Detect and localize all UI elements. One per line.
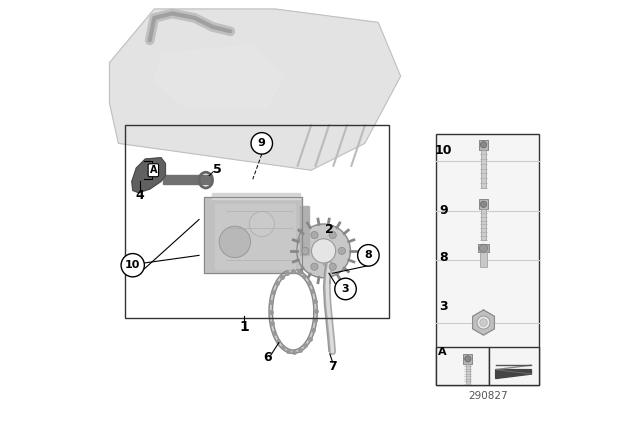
Circle shape [312,239,336,263]
Bar [463,354,472,364]
Bar [490,347,539,385]
Circle shape [251,133,273,154]
Circle shape [311,232,318,239]
Circle shape [121,254,145,277]
Text: 1: 1 [239,320,249,334]
Text: 3: 3 [439,300,447,314]
Bar [436,134,539,385]
Polygon shape [300,206,309,255]
Circle shape [297,224,351,278]
Polygon shape [495,370,531,379]
Text: 290827: 290827 [468,392,508,401]
Circle shape [249,211,275,237]
Text: 8: 8 [439,251,447,264]
Text: 6: 6 [263,351,271,364]
Bar [477,244,490,252]
Circle shape [219,226,251,258]
Circle shape [480,319,487,326]
Bar [481,252,486,267]
Polygon shape [109,9,401,170]
Bar [436,347,490,385]
Text: A: A [150,165,157,175]
Text: 7: 7 [328,360,337,373]
Circle shape [481,142,486,148]
Circle shape [311,263,318,270]
Polygon shape [324,261,330,265]
Text: 2: 2 [326,223,334,236]
Polygon shape [495,365,531,370]
Circle shape [329,263,336,270]
Bar [481,150,486,188]
Text: A: A [438,347,446,357]
Polygon shape [132,158,165,193]
Bar [479,199,488,209]
Text: 3: 3 [342,284,349,294]
Text: 10: 10 [435,143,452,157]
Polygon shape [204,197,302,273]
Circle shape [301,247,309,254]
Circle shape [358,245,379,266]
Text: 10: 10 [125,260,140,270]
Circle shape [479,244,488,252]
Polygon shape [212,193,300,199]
Circle shape [339,247,346,254]
Polygon shape [154,45,284,108]
Circle shape [481,201,486,207]
Text: 4: 4 [136,189,144,202]
Circle shape [329,232,336,239]
Text: 9: 9 [258,138,266,148]
Circle shape [465,356,471,362]
Bar [125,125,390,318]
Polygon shape [473,310,494,335]
Text: 8: 8 [365,250,372,260]
Circle shape [335,278,356,300]
Text: 9: 9 [439,204,447,217]
Polygon shape [163,175,212,184]
Polygon shape [215,204,296,269]
Bar [466,364,470,384]
Bar [481,209,486,240]
Text: 5: 5 [212,163,221,177]
Bar [479,140,488,150]
Circle shape [477,316,490,329]
